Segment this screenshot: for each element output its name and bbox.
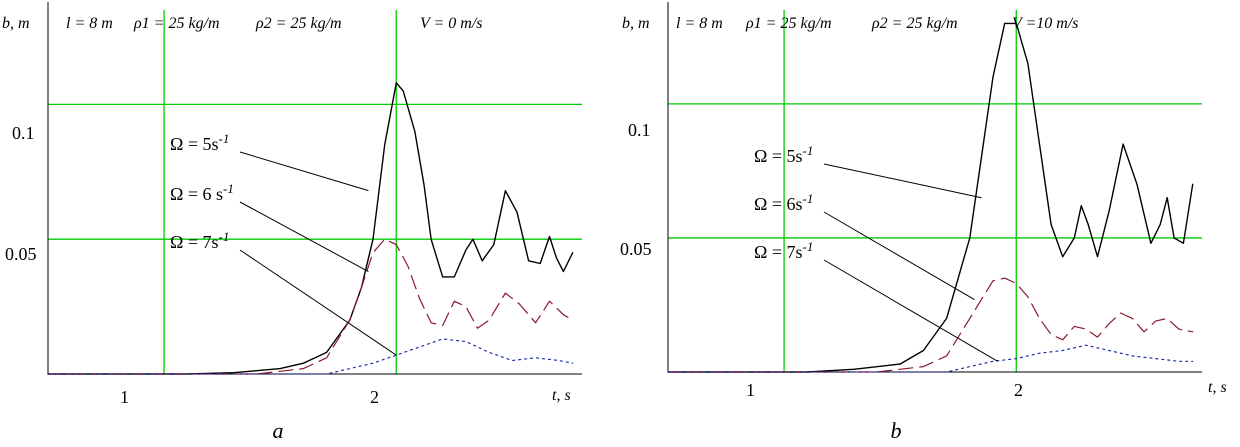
- annotation-leader-line: [823, 211, 975, 301]
- x-tick-label-1: 1: [120, 387, 129, 407]
- y-tick-label-0.05: 0.05: [5, 244, 37, 264]
- annotation-label: Ω = 6s-1: [754, 191, 813, 214]
- panel-caption-b: b: [890, 418, 902, 443]
- series-line-6: [47, 238, 574, 375]
- annotation-label: Ω = 7s-1: [170, 229, 229, 252]
- curve-annotations: Ω = 5s-1 Ω = 6 s-1 Ω = 7s-1: [170, 131, 397, 356]
- x-axis-label: t, s: [1208, 379, 1227, 396]
- param-rho1: ρ1 = 25 kg/m: [745, 15, 832, 32]
- x-tick-label-1: 1: [746, 380, 755, 400]
- annotation-leader-line: [239, 151, 369, 192]
- data-series: [47, 82, 574, 375]
- x-tick-label-2: 2: [1014, 380, 1023, 400]
- panel-caption-a: a: [272, 418, 284, 443]
- annotation-leader-line: [823, 259, 998, 362]
- annotation-leader-line: [239, 201, 369, 272]
- grid-lines: [48, 10, 582, 374]
- grid-lines: [668, 10, 1202, 372]
- x-tick-label-2: 2: [370, 387, 379, 407]
- series-line-5: [47, 82, 574, 375]
- annotation-label: Ω = 5s-1: [170, 131, 229, 154]
- param-rho2: ρ2 = 25 kg/m: [871, 15, 958, 32]
- series-line-5: [667, 22, 1194, 373]
- param-rho2: ρ2 = 25 kg/m: [255, 15, 342, 32]
- annotation-leader-line: [823, 163, 982, 199]
- series-line-7: [667, 344, 1194, 373]
- annotation-label: Ω = 6 s-1: [170, 181, 234, 204]
- y-axis-label: b, m: [2, 15, 30, 32]
- y-tick-label-0.1: 0.1: [628, 120, 651, 140]
- y-tick-label-0.05: 0.05: [620, 239, 652, 259]
- annotation-label: Ω = 7s-1: [754, 239, 813, 262]
- axes: [667, 2, 1202, 373]
- chart-panel-b: Ω = 5s-1 Ω = 6s-1 Ω = 7s-1 b, m l = 8 m ρ1…: [620, 2, 1227, 400]
- annotation-label: Ω = 5s-1: [754, 143, 813, 166]
- series-line-7: [47, 338, 574, 375]
- param-length: l = 8 m: [676, 15, 723, 32]
- param-rho1: ρ1 = 25 kg/m: [133, 15, 220, 32]
- y-tick-label-0.1: 0.1: [12, 123, 35, 143]
- curve-annotations: Ω = 5s-1 Ω = 6s-1 Ω = 7s-1: [754, 143, 998, 362]
- x-axis-label: t, s: [552, 387, 571, 404]
- annotation-leader-line: [239, 249, 397, 356]
- param-velocity: V = 0 m/s: [420, 15, 483, 32]
- data-series: [667, 22, 1194, 373]
- axes: [47, 2, 582, 375]
- param-velocity: V =10 m/s: [1012, 15, 1079, 32]
- y-axis-label: b, m: [622, 15, 650, 32]
- param-length: l = 8 m: [66, 15, 113, 32]
- chart-panel-a: Ω = 5s-1 Ω = 6 s-1 Ω = 7s-1 b, m l = 8 m ρ…: [2, 2, 582, 407]
- series-line-6: [667, 277, 1194, 373]
